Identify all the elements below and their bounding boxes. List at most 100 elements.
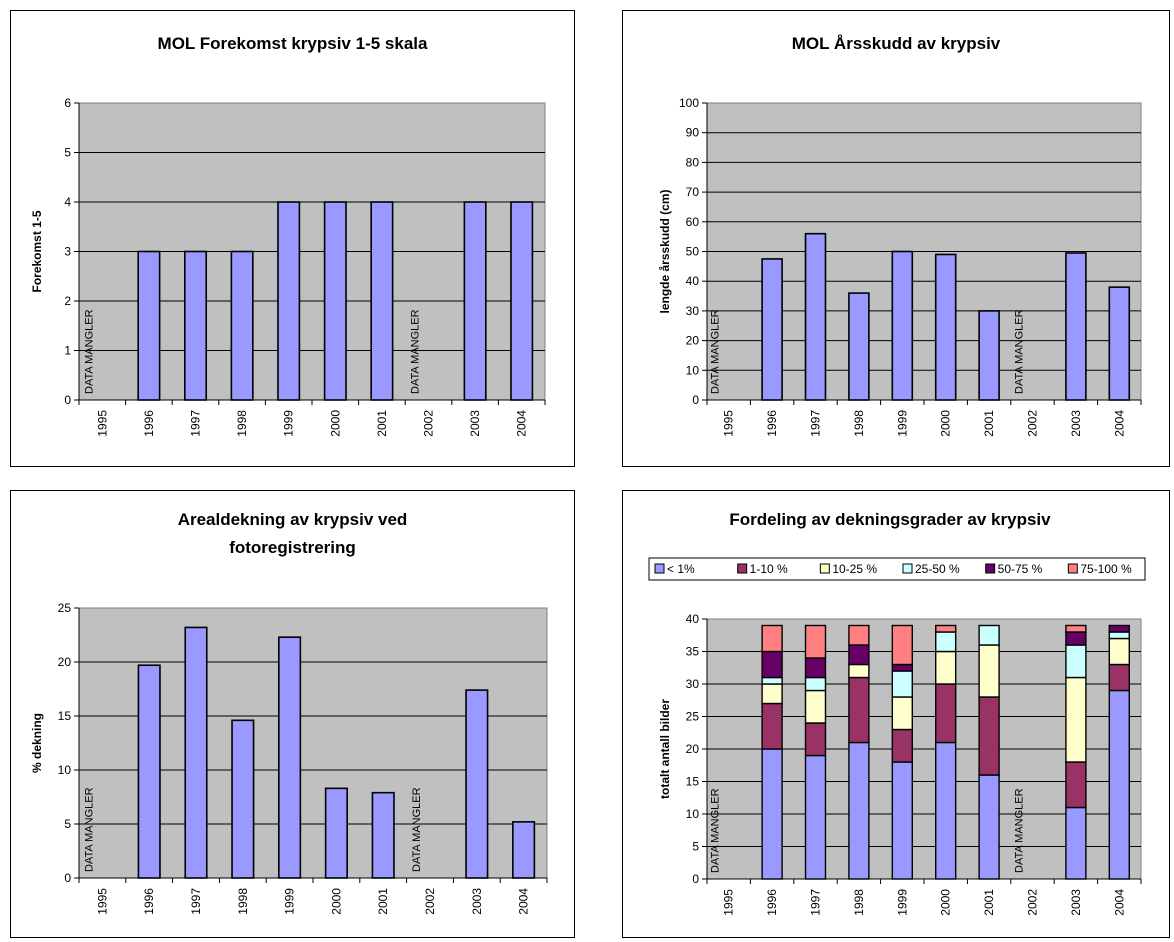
legend-swatch xyxy=(654,563,665,574)
chart-panel-fordeling: Fordeling av dekningsgrader av krypsiv 0 5… xyxy=(622,490,1170,938)
y-tick-label: 20 xyxy=(686,334,700,348)
bar xyxy=(278,636,302,879)
bar-segment xyxy=(761,683,783,705)
bar-segment xyxy=(848,663,870,679)
bar-segment xyxy=(761,702,783,750)
bar xyxy=(804,232,827,401)
y-axis-label: totalt antall bilder xyxy=(658,699,672,799)
y-tick-label: 0 xyxy=(692,872,699,886)
bar-segment xyxy=(761,676,783,685)
y-tick-label: 10 xyxy=(686,807,700,821)
bar xyxy=(1108,286,1131,401)
y-tick-label: 3 xyxy=(64,245,71,259)
bar xyxy=(184,626,208,879)
bar xyxy=(512,821,536,879)
x-tick-label: 2001 xyxy=(982,410,996,437)
bar-segment xyxy=(935,650,957,685)
x-tick-label: 2000 xyxy=(939,410,953,437)
legend-box xyxy=(648,557,1146,581)
bar-segment xyxy=(848,676,870,744)
x-tick-label: 2003 xyxy=(1069,889,1083,916)
x-tick-label: 2001 xyxy=(375,410,389,437)
x-tick-label: 2004 xyxy=(1112,889,1126,916)
y-tick-label: 30 xyxy=(686,304,700,318)
y-tick-label: 1 xyxy=(64,344,71,358)
y-tick-label: 10 xyxy=(686,363,700,377)
y-tick-label: 6 xyxy=(64,96,71,110)
bar-segment xyxy=(848,741,870,880)
missing-data-note: DATA MANGLER xyxy=(1014,309,1026,394)
missing-data-note: DATA MANGLER xyxy=(1014,788,1026,873)
y-tick-label: 50 xyxy=(686,245,700,259)
x-tick-label: 1998 xyxy=(852,889,866,916)
bar-segment xyxy=(935,741,957,880)
bar xyxy=(891,250,914,401)
x-tick-label: 1995 xyxy=(95,888,109,915)
bar xyxy=(761,258,783,401)
legend-label: 1-10 % xyxy=(750,562,788,576)
missing-data-note: DATA MANGLER xyxy=(410,309,422,394)
chart-panel-forekomst: MOL Forekomst krypsiv 1-5 skala 0 1 2 3 4 5 6 Fo… xyxy=(10,10,575,467)
x-tick-label: 1997 xyxy=(189,410,203,437)
x-tick-label: 2000 xyxy=(939,889,953,916)
bar-segment xyxy=(891,663,913,672)
y-tick-label: 70 xyxy=(686,185,700,199)
missing-data-note: DATA MANGLER xyxy=(83,787,95,872)
y-tick-label: 35 xyxy=(686,645,700,659)
bar-segment xyxy=(1108,631,1130,640)
bar xyxy=(231,719,255,879)
bar-segment xyxy=(891,624,913,666)
x-tick-label: 2002 xyxy=(423,888,437,915)
bar-segment xyxy=(1065,644,1087,679)
chart-arealdekning: Arealdekning av krypsiv ved fotoregistrer… xyxy=(30,510,548,915)
bar-segment xyxy=(978,644,1000,698)
y-tick-label: 5 xyxy=(692,840,699,854)
y-tick-label: 80 xyxy=(686,155,700,169)
bar xyxy=(277,201,301,401)
y-axis-label: % dekning xyxy=(30,713,44,773)
chart-forekomst: MOL Forekomst krypsiv 1-5 skala 0 1 2 3 4 5 6 Fo… xyxy=(30,34,546,437)
x-tick-label: 2003 xyxy=(470,888,484,915)
legend-swatch xyxy=(1067,563,1078,574)
x-tick-label: 2001 xyxy=(376,888,390,915)
missing-data-note: DATA MANGLER xyxy=(411,787,423,872)
y-tick-label: 40 xyxy=(686,274,700,288)
chart-title: Fordeling av dekningsgrader av krypsiv xyxy=(729,510,1051,529)
y-tick-label: 90 xyxy=(686,126,700,140)
bar-segment xyxy=(891,761,913,880)
bar xyxy=(137,664,161,879)
bar-segment xyxy=(978,624,1000,646)
x-tick-label: 1996 xyxy=(142,888,156,915)
bar xyxy=(848,292,870,401)
y-axis-label: lengde årsskudd (cm) xyxy=(658,189,672,313)
missing-data-note: DATA MANGLER xyxy=(710,309,722,394)
y-tick-label: 5 xyxy=(64,817,71,831)
y-axis-label: Forekomst 1-5 xyxy=(30,210,44,292)
bar-segment xyxy=(1065,761,1087,809)
legend-swatch xyxy=(985,563,996,574)
x-tick-label: 1996 xyxy=(765,889,779,916)
bar xyxy=(230,250,254,401)
bar xyxy=(463,201,487,401)
x-tick-label: 2002 xyxy=(1026,889,1040,916)
bar-segment xyxy=(1108,689,1130,880)
y-tick-label: 30 xyxy=(686,677,700,691)
x-tick-label: 2001 xyxy=(982,889,996,916)
x-tick-label: 1995 xyxy=(95,410,109,437)
y-tick-label: 5 xyxy=(64,146,71,160)
x-tick-label: 1999 xyxy=(283,888,297,915)
x-tick-label: 2000 xyxy=(328,410,342,437)
y-tick-label: 20 xyxy=(686,742,700,756)
chart-arsskudd: MOL Årsskudd av krypsiv 0 10 20 30 40 50 60 70 80… xyxy=(658,34,1142,437)
bar xyxy=(465,689,489,879)
bar-segment xyxy=(978,696,1000,776)
bar-segment xyxy=(1065,676,1087,763)
y-tick-label: 15 xyxy=(58,709,72,723)
x-tick-label: 2004 xyxy=(515,410,529,437)
bar-segment xyxy=(804,657,827,679)
chart-title: MOL Årsskudd av krypsiv xyxy=(792,34,1001,53)
y-tick-label: 15 xyxy=(686,775,700,789)
x-tick-label: 1998 xyxy=(235,410,249,437)
bar xyxy=(324,787,348,879)
bar xyxy=(183,250,208,401)
